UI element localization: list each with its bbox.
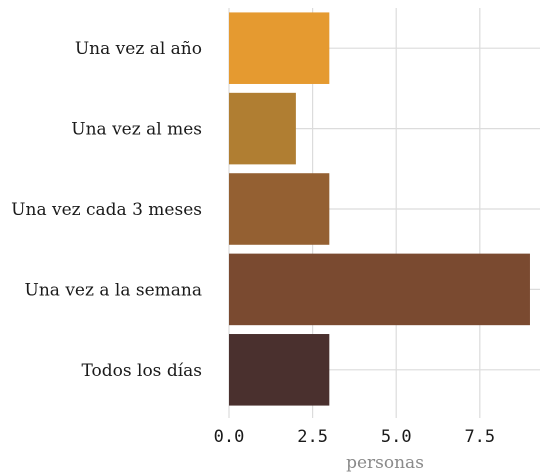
- x-tick-label: 2.5: [297, 427, 328, 447]
- bar: [229, 253, 530, 326]
- bar: [229, 334, 330, 406]
- bar: [229, 92, 296, 165]
- category-label: Una vez al año: [75, 39, 202, 59]
- bar: [229, 12, 330, 84]
- bar-layer: [229, 12, 530, 406]
- x-tick-labels: 0.0 2.5 5.0 7.5: [214, 427, 496, 447]
- category-labels: Una vez al año Una vez al mes Una vez cada…: [11, 39, 202, 381]
- category-label: Una vez cada 3 meses: [11, 200, 202, 220]
- category-label: Una vez al mes: [71, 120, 202, 140]
- bar: [229, 173, 330, 245]
- x-tick-label: 7.5: [464, 427, 495, 447]
- x-tick-label: 5.0: [381, 427, 412, 447]
- x-tick-label: 0.0: [214, 427, 245, 447]
- category-label: Todos los días: [82, 361, 202, 381]
- x-axis-title: personas: [346, 453, 424, 472]
- category-label: Una vez a la semana: [25, 280, 202, 300]
